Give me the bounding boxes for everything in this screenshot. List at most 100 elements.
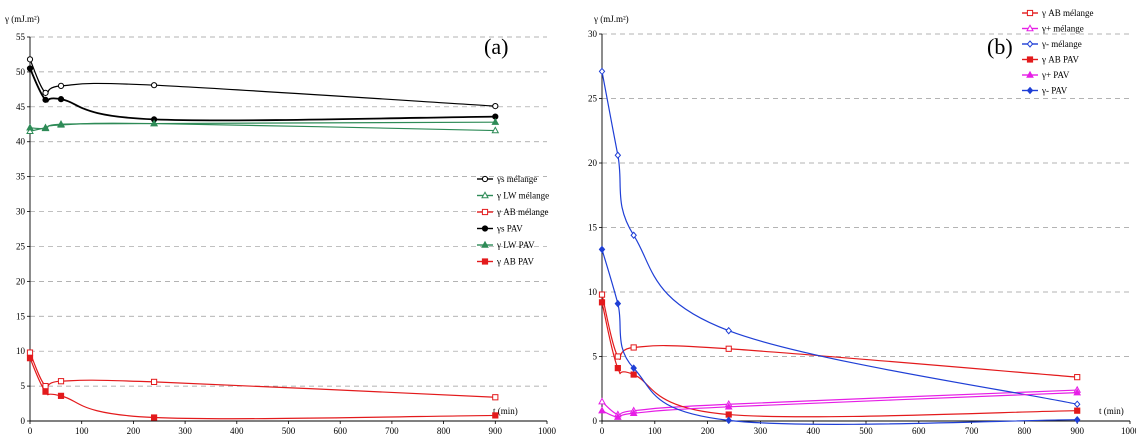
data-point (629, 409, 638, 416)
data-point (598, 245, 606, 254)
x-tick-label: 900 (489, 426, 503, 436)
series-line (29, 357, 496, 420)
legend-label: γs mélange (496, 174, 537, 184)
y-tick-label: 30 (16, 207, 26, 217)
series-2 (26, 349, 499, 401)
data-point (598, 67, 606, 76)
legend-label: γs PAV (496, 224, 523, 234)
x-tick-label: 300 (178, 426, 192, 436)
y-tick-label: 40 (16, 137, 26, 147)
series-3 (26, 65, 499, 123)
data-point (150, 378, 158, 386)
x-tick-label: 700 (385, 426, 399, 436)
legend-swatch-marker (481, 225, 489, 232)
legend-swatch-marker (481, 240, 489, 248)
data-point (630, 364, 637, 372)
legend-swatch-marker (481, 258, 489, 265)
y-tick-label: 5 (593, 352, 598, 362)
data-point (725, 345, 732, 352)
data-point (492, 103, 499, 110)
series-0 (26, 56, 499, 110)
y-tick-label: 15 (16, 311, 26, 321)
data-point (491, 126, 500, 134)
y-tick-label: 0 (21, 416, 26, 426)
legend-swatch-marker (481, 191, 489, 199)
data-point (26, 65, 34, 72)
series-line (29, 122, 496, 132)
data-point (1074, 407, 1081, 414)
data-point (630, 231, 637, 240)
data-point (150, 414, 158, 421)
data-point (41, 124, 50, 132)
x-tick-label: 800 (1018, 426, 1032, 436)
y-tick-label: 10 (16, 346, 26, 356)
series-line (601, 249, 1078, 425)
x-tick-label: 1000 (538, 426, 557, 436)
legend-item: γs PAV (477, 224, 523, 234)
data-point (26, 123, 34, 131)
y-axis-label: γ (mJ.m²) (593, 14, 629, 24)
series-line (601, 294, 1078, 378)
x-tick-label: 500 (282, 426, 296, 436)
data-point (630, 344, 637, 351)
series-5 (26, 355, 499, 421)
data-point (57, 82, 65, 89)
data-point (598, 299, 606, 306)
series-2 (598, 67, 1081, 408)
data-point (42, 89, 49, 96)
legend-item: γ AB mélange (477, 207, 548, 217)
x-axis-label: t (min) (493, 406, 518, 416)
y-tick-label: 30 (588, 29, 598, 39)
x-tick-label: 400 (806, 426, 820, 436)
data-point (57, 378, 65, 385)
data-point (57, 96, 65, 103)
legend-label: γ LW PAV (496, 240, 535, 250)
chart-panel-a: 0 5 10 15 20 25 30 35 40 45 50 55 0 100 200 300 400 500 60… (4, 14, 557, 436)
legend-item: γ LW mélange (477, 191, 549, 201)
legend-item: γ LW PAV (477, 240, 535, 250)
legend-swatch-marker (1026, 86, 1034, 95)
legend: γs mélange γ LW mélange γ AB mélange γs PAV… (477, 174, 549, 267)
x-tick-label: 400 (230, 426, 244, 436)
legend-label: γ AB mélange (1041, 8, 1093, 18)
legend-item: γ- mélange (1022, 39, 1082, 49)
legend-swatch-marker (1026, 56, 1034, 63)
x-tick-label: 0 (600, 426, 605, 436)
data-point (1073, 388, 1082, 396)
data-point (26, 355, 34, 362)
data-point (725, 411, 732, 418)
data-point (598, 291, 606, 298)
y-tick-label: 20 (16, 276, 26, 286)
data-point (613, 412, 622, 420)
x-tick-label: 800 (437, 426, 451, 436)
y-tick-label: 35 (16, 172, 26, 182)
legend-label: γ AB mélange (496, 207, 548, 217)
x-tick-label: 900 (1070, 426, 1084, 436)
data-point (598, 397, 606, 405)
series-line (29, 59, 496, 107)
x-axis-label: t (min) (1099, 406, 1124, 416)
x-tick-label: 500 (859, 426, 873, 436)
legend-swatch-marker (481, 175, 489, 183)
x-tick-label: 600 (912, 426, 926, 436)
series-line (601, 302, 1078, 418)
series-line (29, 68, 496, 122)
data-point (614, 365, 621, 372)
legend-label: γ- PAV (1041, 86, 1068, 96)
legend-label: γ+ mélange (1041, 24, 1084, 34)
data-point (26, 349, 34, 356)
data-point (1073, 400, 1081, 408)
data-point (57, 392, 65, 399)
y-tick-label: 15 (588, 223, 598, 233)
x-tick-label: 200 (701, 426, 715, 436)
data-point (492, 412, 499, 419)
data-point (26, 56, 34, 63)
data-point (491, 117, 500, 125)
legend-item: γ- PAV (1022, 86, 1068, 96)
x-tick-label: 700 (965, 426, 979, 436)
data-point (598, 406, 606, 414)
legend-item: γ AB PAV (1022, 55, 1079, 65)
legend-label: γ AB PAV (1041, 55, 1079, 65)
series-0 (598, 291, 1081, 381)
